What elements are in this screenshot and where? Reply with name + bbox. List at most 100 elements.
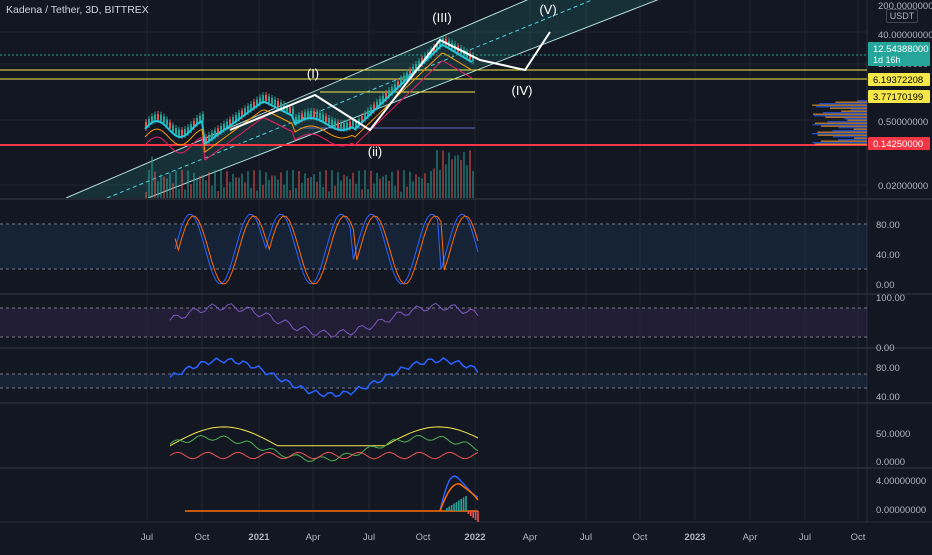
volume-bar [331, 170, 333, 198]
volume-bar [193, 172, 195, 198]
candle-body [391, 87, 393, 94]
volume-bar [316, 181, 318, 198]
candle-body [184, 129, 186, 136]
osc2-line [169, 302, 479, 338]
volume-profile-bar [812, 124, 867, 126]
macd-histogram-bar [458, 500, 460, 511]
time-tick-label: Jul [580, 532, 592, 543]
volume-bar [292, 170, 294, 198]
volume-profile-bar [812, 104, 867, 106]
volume-bar [145, 192, 147, 198]
time-tick-label: Jul [363, 532, 375, 543]
volume-bar [220, 170, 222, 198]
volume-bar [460, 160, 462, 198]
candle-body [202, 114, 204, 121]
volume-bar [169, 173, 171, 198]
volume-bar [211, 185, 213, 198]
volume-bar [256, 190, 258, 198]
stoch-k-line [174, 213, 479, 285]
volume-bar [163, 176, 165, 198]
candle-body [211, 132, 213, 139]
volume-bar [436, 150, 438, 198]
volume-profile-bar [816, 106, 867, 108]
candle-body [310, 111, 312, 118]
candle-body [472, 55, 474, 62]
volume-bar [385, 174, 387, 198]
candle-body [337, 122, 339, 129]
candle-body [295, 117, 297, 123]
time-tick-label: Apr [306, 532, 321, 543]
candle-body [316, 111, 318, 118]
rsi-axis-label: 80.00 [876, 363, 900, 374]
price-badge-label: 0.14250000 [873, 139, 923, 150]
candle-body [244, 108, 246, 115]
volume-bar [160, 174, 162, 198]
volume-bar [370, 170, 372, 198]
volume-profile-bar [853, 128, 867, 130]
volume-bar [343, 174, 345, 198]
osc2-band [0, 308, 867, 337]
volume-bar [457, 155, 459, 198]
candle-body [373, 104, 375, 111]
price-badge [868, 73, 930, 86]
volume-bar [379, 178, 381, 198]
volume-profile-bar [838, 127, 867, 129]
candle-body [247, 106, 249, 113]
volume-bar [349, 178, 351, 198]
volume-bar [226, 171, 228, 198]
volume-bar [187, 170, 189, 198]
candle-body [334, 121, 336, 128]
volume-bar [340, 180, 342, 198]
candle-body [223, 123, 225, 130]
volume-bar [295, 188, 297, 198]
candle-body [367, 110, 369, 117]
volume-bar [202, 174, 204, 198]
price-tick-label: 0.50000000 [878, 117, 928, 128]
candle-body [250, 104, 252, 110]
candle-body [301, 113, 303, 120]
currency-badge[interactable]: USDT [886, 9, 918, 23]
volume-profile-bar [835, 101, 867, 103]
volume-bar [304, 173, 306, 198]
volume-profile-bar [850, 109, 867, 111]
volume-profile-bar [827, 121, 867, 123]
indicator-panes[interactable] [0, 213, 867, 522]
rsi-axis-label: 40.00 [876, 392, 900, 403]
macd-axis-label: 0.00000000 [876, 505, 926, 516]
volume-profile-bar [822, 112, 867, 114]
volume-bar [439, 169, 441, 198]
volume-bar [394, 186, 396, 198]
price-plot[interactable] [0, 0, 867, 198]
price-pane[interactable]: (I) (ii) (III) (IV) (V) [0, 0, 867, 198]
volume-bar [319, 171, 321, 198]
macd-histogram-bar [477, 511, 479, 522]
volume-bar [289, 190, 291, 198]
wave-label-V: (V) [539, 2, 556, 17]
candle-body [160, 114, 162, 121]
price-tick-label: 0.02000000 [878, 181, 928, 192]
volume-profile-bar [817, 131, 867, 133]
volume-profile-bar [838, 139, 867, 141]
symbol-title[interactable]: Kadena / Tether, 3D, BITTREX [6, 4, 149, 16]
candle-body [259, 97, 261, 104]
candle-body [433, 46, 435, 53]
volume-bar [418, 176, 420, 198]
wave-label-ii: (ii) [368, 144, 382, 159]
macd-histogram-bar [467, 511, 470, 514]
volume-profile-bar [813, 115, 867, 117]
candle-body [439, 40, 441, 47]
volume-profile-bar [819, 103, 867, 105]
volume-bar [253, 170, 255, 198]
candle-body [376, 101, 378, 108]
volume-bar [208, 171, 210, 198]
time-tick-label: 2022 [464, 532, 485, 543]
volume-bar [286, 170, 288, 198]
candle-body [403, 75, 405, 82]
candle-body [382, 95, 384, 102]
wave-label-IV: (IV) [512, 83, 533, 98]
volume-bar [271, 175, 273, 198]
volume-bar [310, 177, 312, 198]
volume-bar [307, 177, 309, 198]
